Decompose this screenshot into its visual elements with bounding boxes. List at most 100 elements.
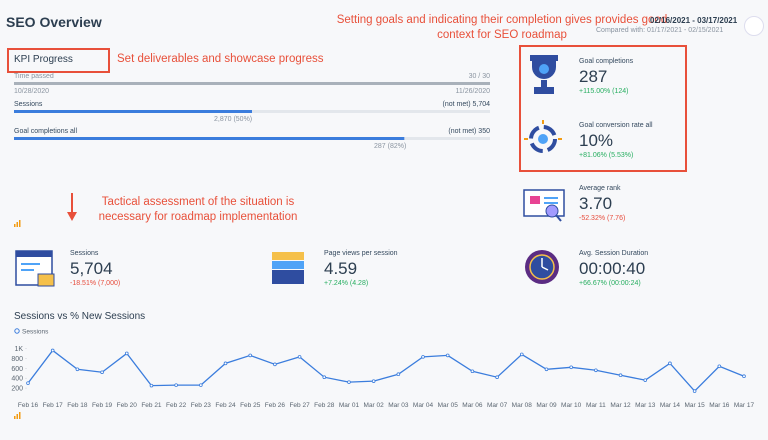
progress-bar bbox=[14, 137, 405, 140]
arrow-head bbox=[67, 212, 77, 221]
point bbox=[100, 370, 104, 375]
point bbox=[569, 365, 573, 370]
point bbox=[618, 373, 623, 378]
kpi-target: 30 / 30 bbox=[468, 73, 490, 80]
kpi-end: 11/26/2020 bbox=[455, 88, 490, 95]
metric-change: +115.00% (124) bbox=[579, 88, 629, 95]
kpi-target: (not met) 5,704 bbox=[442, 101, 490, 108]
x-tick-label: Mar 08 bbox=[512, 402, 533, 409]
point bbox=[347, 380, 351, 384]
calendar-button[interactable] bbox=[744, 16, 764, 36]
kpi-target: (not met) 350 bbox=[448, 128, 490, 135]
x-tick-label: Mar 10 bbox=[561, 402, 582, 409]
x-tick-label: Mar 15 bbox=[685, 402, 706, 409]
y-tick-label: 600 bbox=[11, 366, 23, 373]
y-tick-label: 200 bbox=[11, 386, 23, 393]
point bbox=[445, 353, 450, 358]
metric-label: Goal conversion rate all bbox=[579, 122, 653, 129]
x-tick-label: Feb 17 bbox=[43, 402, 64, 409]
x-tick-label: Mar 06 bbox=[462, 402, 483, 409]
date-range[interactable]: 02/16/2021 - 03/17/2021 bbox=[650, 16, 738, 25]
kpi-label: Sessions bbox=[14, 101, 43, 108]
point bbox=[273, 362, 277, 367]
point bbox=[223, 361, 228, 366]
point bbox=[199, 383, 203, 387]
point bbox=[75, 367, 80, 372]
x-tick-label: Feb 25 bbox=[240, 402, 261, 409]
metric-value: 5,704 bbox=[70, 259, 113, 278]
metric-label: Avg. Session Duration bbox=[579, 250, 649, 257]
compare-range: Compared with: 01/17/2021 - 02/15/2021 bbox=[596, 27, 724, 34]
point bbox=[643, 378, 648, 382]
x-tick-label: Mar 16 bbox=[709, 402, 730, 409]
x-tick-label: Feb 21 bbox=[141, 402, 162, 409]
progress-track bbox=[14, 110, 490, 113]
metric-value: 3.70 bbox=[579, 194, 613, 213]
x-tick-label: Feb 20 bbox=[117, 402, 138, 409]
kpi-label: Goal completions all bbox=[14, 128, 78, 135]
progress-track bbox=[14, 137, 490, 140]
kpi-title: KPI Progress bbox=[14, 54, 73, 65]
y-tick-label: 400 bbox=[11, 376, 23, 383]
x-tick-label: Feb 19 bbox=[92, 402, 113, 409]
point bbox=[742, 374, 746, 379]
metric-label: Page views per session bbox=[324, 250, 398, 257]
point bbox=[396, 372, 401, 377]
point bbox=[322, 375, 327, 380]
sessions-icon bbox=[15, 250, 55, 287]
y-tick-label: 1K bbox=[14, 346, 23, 353]
metric-value: 00:00:40 bbox=[579, 259, 646, 278]
metric-value: 4.59 bbox=[324, 259, 358, 278]
metric-value: 10% bbox=[579, 131, 614, 150]
series-line bbox=[27, 349, 745, 393]
x-tick-label: Mar 01 bbox=[339, 402, 360, 409]
progress-bar bbox=[14, 82, 490, 85]
rank-icon bbox=[523, 189, 565, 222]
x-tick-label: Mar 12 bbox=[610, 402, 631, 409]
progress-bar bbox=[14, 110, 252, 113]
highlight-box bbox=[7, 48, 110, 73]
metric-change: -52.32% (7.76) bbox=[579, 215, 626, 222]
point bbox=[149, 383, 154, 388]
duration-icon bbox=[525, 250, 559, 284]
legend-label: Sessions bbox=[22, 329, 49, 336]
x-tick-label: Mar 03 bbox=[388, 402, 409, 409]
point bbox=[668, 361, 672, 366]
x-tick-label: Feb 26 bbox=[265, 402, 286, 409]
point bbox=[594, 368, 598, 373]
point bbox=[124, 351, 129, 356]
legend-marker bbox=[14, 328, 20, 334]
metric-change: +81.06% (5.53%) bbox=[579, 152, 634, 159]
metric-value: 287 bbox=[579, 67, 608, 86]
annotation: Setting goals and indicating their compl… bbox=[336, 14, 668, 41]
x-tick-label: Mar 04 bbox=[413, 402, 434, 409]
highlight-box bbox=[519, 45, 687, 172]
x-tick-label: Mar 05 bbox=[438, 402, 459, 409]
x-tick-label: Feb 22 bbox=[166, 402, 187, 409]
kpi-current: 2,870 (50%) bbox=[214, 116, 253, 123]
x-tick-label: Mar 02 bbox=[364, 402, 385, 409]
point bbox=[50, 348, 55, 353]
kpi-start: 10/28/2020 bbox=[14, 88, 50, 95]
kpi-label: Time passed bbox=[14, 73, 54, 80]
metric-label: Goal completions bbox=[579, 58, 634, 65]
progress-track bbox=[14, 82, 490, 85]
point bbox=[544, 367, 549, 372]
point bbox=[519, 352, 524, 357]
point bbox=[470, 369, 475, 374]
point bbox=[371, 379, 376, 383]
point bbox=[174, 383, 178, 387]
point bbox=[495, 375, 499, 380]
kpi-current: 287 (82%) bbox=[374, 143, 407, 150]
annotation: Tactical assessment of the situation is … bbox=[98, 196, 298, 223]
metric-change: +66.67% (00:00:24) bbox=[579, 280, 641, 287]
x-tick-label: Mar 11 bbox=[586, 402, 606, 409]
x-tick-label: Feb 28 bbox=[314, 402, 335, 409]
pages-icon bbox=[272, 252, 304, 284]
metric-label: Sessions bbox=[70, 250, 99, 257]
x-tick-label: Mar 14 bbox=[660, 402, 681, 409]
annotation: Set deliverables and showcase progress bbox=[117, 53, 324, 65]
x-tick-label: Feb 23 bbox=[191, 402, 212, 409]
x-tick-label: Feb 18 bbox=[67, 402, 88, 409]
point bbox=[421, 355, 425, 359]
